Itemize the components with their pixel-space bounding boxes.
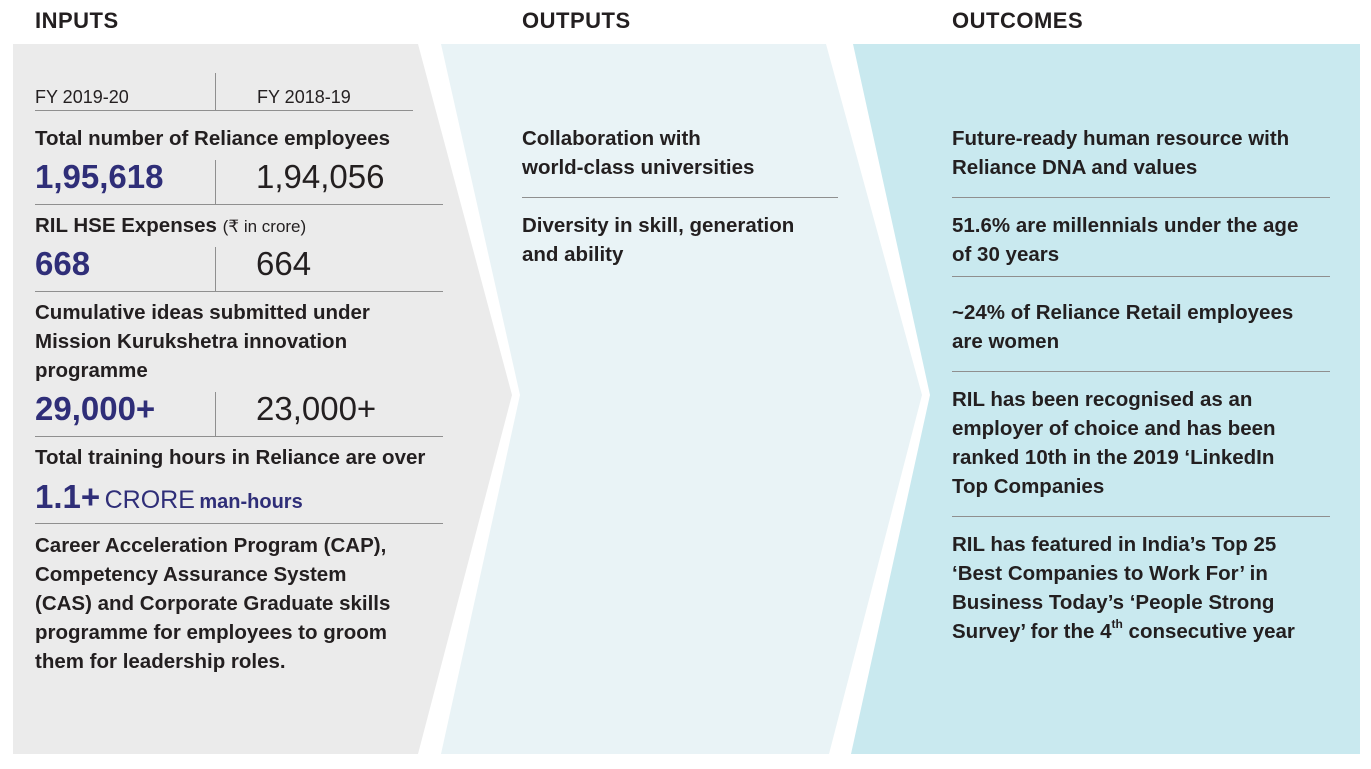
training-suffix: man-hours (199, 491, 303, 513)
year-current: FY 2019-20 (35, 87, 129, 107)
outcome-line-part: consecutive year (1122, 620, 1295, 643)
outcome-line: ~24% of Reliance Retail employees (952, 301, 1294, 324)
programs-line: programme for employees to groom (35, 621, 387, 644)
ideas-previous: 23,000+ (256, 390, 377, 427)
divider (522, 197, 838, 198)
output-line: Diversity in skill, generation (522, 214, 795, 237)
output-item: Diversity in skill, generation and abili… (522, 211, 794, 269)
outcome-line-part: Survey’ for the 4 (952, 620, 1112, 643)
inputs-heading: INPUTS (35, 8, 119, 33)
output-line: world-class universities (522, 156, 755, 179)
outcome-line: Survey’ for the 4th consecutive year (952, 617, 1295, 646)
outputs-heading: OUTPUTS (522, 8, 631, 33)
ideas-label: Cumulative ideas submitted under Mission… (35, 298, 370, 385)
outputs-panel (441, 44, 922, 754)
outcome-line: employer of choice and has been (952, 417, 1276, 440)
divider (215, 392, 216, 436)
outcome-line: RIL has been recognised as an (952, 388, 1253, 411)
training-value-row: 1.1+ CRORE man-hours (35, 478, 303, 516)
programs-line: Career Acceleration Program (CAP), (35, 534, 387, 557)
ideas-label-line: Cumulative ideas submitted under (35, 301, 370, 324)
divider (35, 523, 443, 524)
outcome-line: Future-ready human resource with (952, 127, 1290, 150)
ideas-current: 29,000+ (35, 390, 156, 427)
outcome-item: 51.6% are millennials under the age of 3… (952, 211, 1298, 269)
ordinal-suffix: th (1111, 617, 1123, 632)
programs-line: them for leadership roles. (35, 650, 286, 673)
outcome-line: of 30 years (952, 243, 1060, 266)
programs-text: Career Acceleration Program (CAP), Compe… (35, 531, 390, 676)
hse-current: 668 (35, 245, 91, 282)
output-line: Collaboration with (522, 127, 701, 150)
year-previous: FY 2018-19 (257, 87, 351, 107)
outcome-item: Future-ready human resource with Relianc… (952, 124, 1289, 182)
outcome-line: ‘Best Companies to Work For’ in (952, 562, 1268, 585)
employees-current: 1,95,618 (35, 158, 164, 195)
output-item: Collaboration with world-class universit… (522, 124, 754, 182)
training-value: 1.1+ (35, 478, 101, 515)
divider (952, 371, 1330, 372)
ideas-label-line: Mission Kurukshetra innovation (35, 330, 348, 353)
hse-unit: (₹ in crore) (222, 217, 307, 236)
divider (952, 276, 1330, 277)
divider (35, 291, 443, 292)
outcome-line: are women (952, 330, 1060, 353)
employees-label: Total number of Reliance employees (35, 127, 391, 150)
divider (35, 436, 443, 437)
outcomes-heading: OUTCOMES (952, 8, 1084, 33)
outcome-line: Reliance DNA and values (952, 156, 1198, 179)
divider (215, 160, 216, 204)
outcome-line: ranked 10th in the 2019 ‘LinkedIn (952, 446, 1275, 469)
hse-label: RIL HSE Expenses (₹ in crore) (35, 211, 306, 241)
divider (952, 516, 1330, 517)
divider (35, 204, 443, 205)
divider (215, 73, 216, 110)
output-line: and ability (522, 243, 624, 266)
ideas-label-line: programme (35, 359, 148, 382)
outcome-line: 51.6% are millennials under the age (952, 214, 1299, 237)
outcome-item: RIL has featured in India’s Top 25 ‘Best… (952, 530, 1295, 646)
training-label: Total training hours in Reliance are ove… (35, 446, 426, 469)
programs-line: Competency Assurance System (35, 563, 347, 586)
outcome-item: ~24% of Reliance Retail employees are wo… (952, 298, 1293, 356)
outcome-line: Top Companies (952, 475, 1105, 498)
employees-previous: 1,94,056 (256, 158, 385, 195)
programs-line: (CAS) and Corporate Graduate skills (35, 592, 391, 615)
outcome-line: Business Today’s ‘People Strong (952, 591, 1275, 614)
outcomes-panel (851, 44, 1360, 754)
divider (35, 110, 413, 111)
training-unit: CRORE (104, 486, 195, 514)
hse-previous: 664 (256, 245, 312, 282)
outcome-line: RIL has featured in India’s Top 25 (952, 533, 1277, 556)
divider (215, 247, 216, 291)
inputs-panel (13, 44, 512, 754)
hse-label-text: RIL HSE Expenses (35, 214, 217, 237)
divider (952, 197, 1330, 198)
outcome-item: RIL has been recognised as an employer o… (952, 385, 1276, 501)
